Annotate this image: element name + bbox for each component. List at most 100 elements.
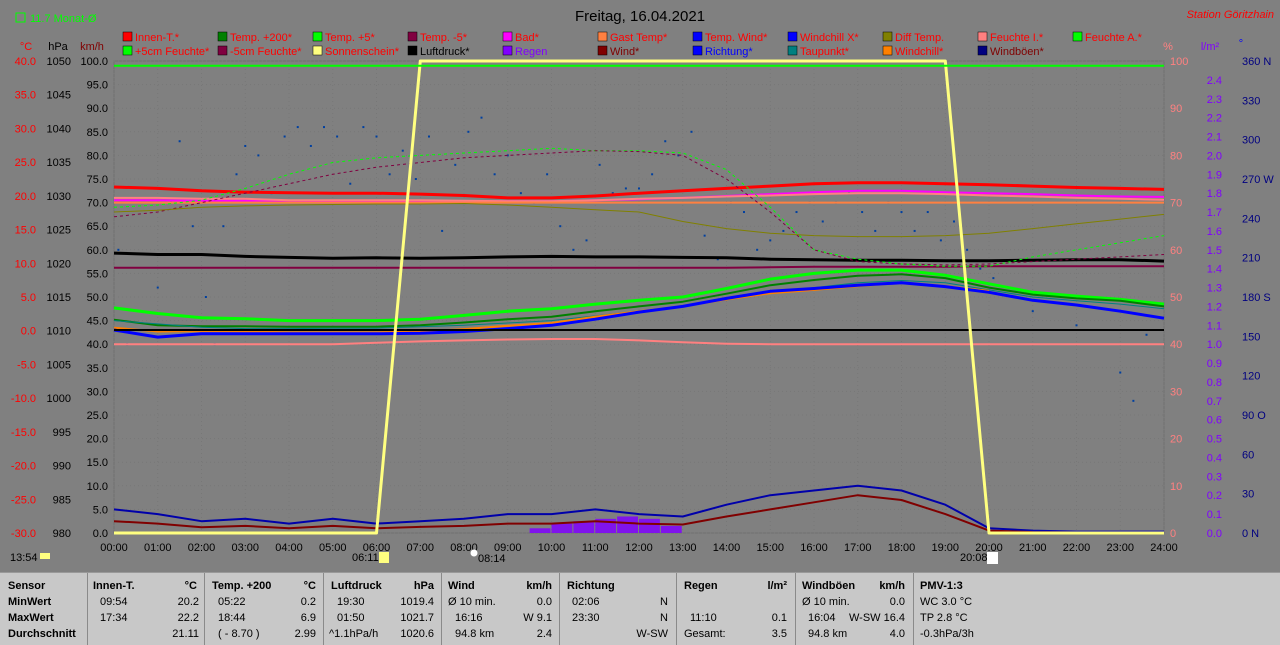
rain-bar [573, 521, 595, 533]
kmh-tick-label: 15.0 [87, 457, 108, 469]
celsius-unit: °C [20, 41, 32, 53]
wind-unit: km/h [526, 580, 552, 592]
direction-point [638, 187, 640, 190]
rain-unit: l/m² [1201, 41, 1220, 53]
rain-tick-label: 1.4 [1207, 264, 1222, 276]
percent-tick-label: 50 [1170, 292, 1182, 304]
max-header: MaxWert [8, 612, 54, 624]
direction-point [703, 234, 706, 237]
kmh-tick-label: 30.0 [87, 386, 108, 398]
rain-tick-label: 1.2 [1207, 301, 1222, 313]
direction-point [323, 126, 325, 129]
sunrise-time: 06:11 [352, 552, 379, 564]
stats-regen: Regen l/m² 11:10 0.1 Gesamt: 3.5 [677, 573, 796, 645]
richtung-title: Richtung [567, 580, 615, 592]
direction-point [756, 248, 759, 251]
celsius-tick-label: -15.0 [11, 427, 36, 439]
direction-tick-label: 150 [1242, 331, 1260, 343]
pmv-windchill: WC 3.0 °C [920, 596, 973, 608]
percent-tick-label: 90 [1170, 103, 1182, 115]
direction-point [296, 126, 299, 129]
direction-point [585, 239, 588, 242]
direction-point [716, 258, 719, 261]
legend-label: -5cm Feuchte* [230, 46, 302, 58]
legend-label: Windböen* [990, 46, 1045, 58]
wind-min-value: 0.0 [536, 596, 552, 608]
legend-swatch [122, 45, 133, 56]
celsius-tick-label: 5.0 [21, 292, 36, 304]
direction-tick-label: 180 S [1242, 292, 1271, 304]
legend-label: Feuchte I.* [990, 32, 1044, 44]
wind-max-value: W 9.1 [523, 612, 552, 624]
celsius-tick-label: -30.0 [11, 528, 36, 540]
stats-temp: Temp. +200 °C 05:22 0.2 18:44 6.9 ( - 8.… [205, 573, 324, 645]
celsius-tick-label: -5.0 [17, 359, 36, 371]
boeen-avg-note: 94.8 km [808, 628, 848, 640]
direction-point [375, 135, 378, 138]
hpa-tick-label: 985 [53, 494, 71, 506]
boeen-avg-value: 4.0 [889, 628, 905, 640]
direction-point [1132, 399, 1135, 402]
time-tick-label: 19:00 [931, 542, 959, 554]
rain-bars [529, 516, 682, 533]
hpa-unit: hPa [48, 41, 68, 53]
legend-label: Wind* [610, 46, 640, 58]
percent-tick-label: 20 [1170, 434, 1182, 446]
direction-tick-label: 360 N [1242, 56, 1271, 68]
innen-title: Innen-T. [93, 580, 135, 592]
direction-point [624, 187, 627, 190]
direction-tick-label: 120 [1242, 371, 1260, 383]
series-line [113, 251, 1165, 263]
direction-tick-label: 270 W [1242, 174, 1274, 186]
monthly-avg-label: 11.7 Monat-Ø [30, 13, 97, 25]
rain-tick-label: 2.1 [1207, 132, 1222, 144]
monthly-avg-icon [15, 12, 26, 23]
legend-swatch [407, 31, 418, 42]
direction-point [821, 220, 824, 223]
direction-point [664, 140, 667, 143]
percent-tick-label: 60 [1170, 245, 1182, 257]
rain-tick-label: 1.8 [1207, 188, 1222, 200]
direction-tick-label: 240 [1242, 213, 1260, 225]
axis-labels: 40.0 35.0 30.0 25.0 20.0 15.0 10.0 5.0 0.0 -5.0 -1… [11, 56, 1274, 554]
direction-point [992, 277, 995, 280]
boeen-min-value: 0.0 [889, 596, 905, 608]
stats-druck: Luftdruck hPa 19:30 1019.4 01:50 1021.7 … [324, 573, 442, 645]
rain-bar [639, 518, 660, 533]
direction-point [966, 248, 969, 251]
direction-point [428, 135, 430, 138]
stats-wind: Wind km/h Ø 10 min. 0.0 16:16 W 9.1 94.8… [442, 573, 560, 645]
innen-avg-value: 21.11 [172, 628, 199, 640]
direction-point [414, 178, 417, 180]
rain-bar [617, 516, 638, 533]
series-line [114, 192, 1165, 203]
rain-tick-label: 0.0 [1207, 528, 1222, 540]
legend-swatch [882, 31, 893, 42]
direction-point [598, 163, 601, 166]
innen-max-time: 17:34 [100, 612, 128, 624]
rain-tick-label: 0.2 [1207, 490, 1222, 502]
legend-swatch [977, 45, 988, 56]
celsius-tick-label: -20.0 [11, 461, 36, 473]
hpa-tick-label: 1000 [47, 393, 71, 405]
direction-point [519, 192, 522, 195]
rain-tick-label: 0.6 [1207, 415, 1222, 427]
celsius-tick-label: 10.0 [15, 258, 36, 270]
hpa-tick-label: 1045 [47, 90, 71, 102]
rain-tick-label: 2.0 [1207, 150, 1222, 162]
legend-label: +5cm Feuchte* [135, 46, 210, 58]
series-line [113, 181, 1165, 200]
kmh-tick-label: 100.0 [80, 56, 108, 68]
rain-tick-label: 1.1 [1207, 320, 1222, 332]
kmh-tick-label: 85.0 [87, 127, 108, 139]
legend-label: Temp. Wind* [705, 32, 768, 44]
druck-max-time: 01:50 [337, 612, 365, 624]
time-tick-label: 21:00 [1019, 542, 1047, 554]
direction-point [874, 229, 877, 232]
time-tick-label: 08:00 [450, 542, 478, 554]
now-marker-icon [40, 553, 50, 559]
time-tick-label: 15:00 [756, 542, 784, 554]
direction-point [117, 248, 120, 251]
series-line [113, 281, 1165, 339]
legend-swatch [122, 31, 133, 42]
